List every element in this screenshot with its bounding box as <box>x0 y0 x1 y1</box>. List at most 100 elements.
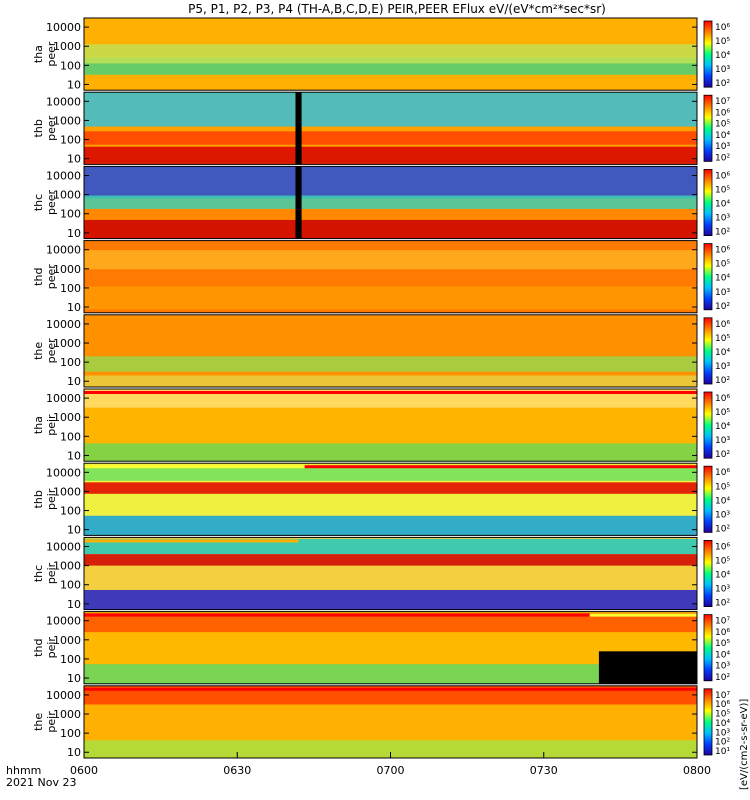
data-gap-block <box>598 651 697 684</box>
colorbar-tick-label: 10² <box>715 673 730 683</box>
panel-probe-label: thb <box>32 119 45 137</box>
panel-quantity-label: peir <box>45 562 58 584</box>
y-tick-label: 100 <box>60 727 81 740</box>
energy-band <box>84 465 697 481</box>
energy-band <box>84 219 697 239</box>
colorbar <box>703 540 713 608</box>
y-tick-label: 10000 <box>46 392 81 405</box>
panel-probe-label: thc <box>32 194 45 211</box>
panel-frame <box>83 91 698 165</box>
colorbar-tick-label: 10³ <box>715 662 730 672</box>
colorbar-tick-label: 10⁶ <box>715 171 730 181</box>
colorbar-tick-label: 10⁵ <box>715 639 730 649</box>
energy-band <box>84 195 697 209</box>
colorbar-tick-label: 10⁵ <box>715 482 730 492</box>
colorbar-tick-label: 10² <box>715 599 730 609</box>
colorbar-tick-label: 10⁵ <box>715 260 730 270</box>
y-tick-label: 1000 <box>53 634 81 647</box>
y-tick-label: 1000 <box>53 337 81 350</box>
quality-flag-bar <box>84 687 697 691</box>
y-tick-label: 100 <box>60 653 81 666</box>
colorbar-tick-label: 10² <box>715 228 730 238</box>
y-tick-label: 1000 <box>53 263 81 276</box>
energy-band <box>84 664 697 684</box>
colorbar-tick-label: 10² <box>715 738 730 748</box>
energy-band <box>84 166 697 199</box>
colorbar-tick-label: 10⁴ <box>715 422 730 432</box>
colorbar-tick-label: 10⁷ <box>715 691 730 701</box>
colorbar-tick-label: 10³ <box>715 728 730 738</box>
panel-quantity-label: peer <box>45 190 58 216</box>
quality-flag-bar <box>304 465 697 469</box>
y-tick-label: 100 <box>60 579 81 592</box>
panel-frame <box>83 314 698 388</box>
y-tick-label: 1000 <box>53 560 81 573</box>
panel-probe-label: thd <box>32 268 45 286</box>
energy-band <box>84 589 697 610</box>
chart-title: P5, P1, P2, P3, P4 (TH-A,B,C,D,E) PEIR,P… <box>188 2 606 16</box>
colorbar <box>703 688 713 756</box>
colorbar-tick-label: 10⁴ <box>715 571 730 581</box>
colorbar-tick-label: 10⁶ <box>715 700 730 710</box>
y-tick-label: 10 <box>67 153 81 166</box>
colorbar <box>703 391 713 459</box>
colorbar-tick-label: 10⁶ <box>715 108 730 118</box>
colorbar-tick-label: 10³ <box>715 142 730 152</box>
colorbar-tick-label: 10² <box>715 153 730 163</box>
colorbar <box>703 243 713 311</box>
y-tick-label: 10000 <box>46 615 81 628</box>
panel-quantity-label: peir <box>45 488 58 510</box>
colorbar <box>703 317 713 385</box>
colorbar-tick-label: 10³ <box>715 214 730 224</box>
y-tick-label: 10 <box>67 375 81 388</box>
colorbar-units-label: [eV/(cm2-s-sr-eV)] <box>739 699 750 790</box>
panel-background <box>84 314 697 387</box>
colorbar-tick-label: 10⁴ <box>715 719 730 729</box>
colorbar <box>703 465 713 533</box>
panel-probe-label: the <box>32 713 45 731</box>
energy-band <box>84 356 697 372</box>
colorbar-tick-label: 10⁶ <box>715 23 730 33</box>
x-tick-label: 0700 <box>377 764 405 777</box>
quality-flag-bar <box>84 465 305 469</box>
data-gap-block <box>295 92 302 165</box>
y-tick-label: 1000 <box>53 189 81 202</box>
panel-probe-label: thd <box>32 639 45 657</box>
y-tick-label: 100 <box>60 505 81 518</box>
colorbar-tick-label: 10² <box>715 79 730 89</box>
colorbar-tick-label: 10² <box>715 524 730 534</box>
energy-band <box>84 515 697 536</box>
colorbar-tick-label: 10³ <box>715 585 730 595</box>
colorbar-tick-label: 10⁶ <box>715 246 730 256</box>
y-tick-label: 10 <box>67 301 81 314</box>
energy-band <box>84 613 697 633</box>
colorbar-tick-label: 10¹ <box>715 747 730 757</box>
y-tick-label: 1000 <box>53 40 81 53</box>
colorbar-tick-label: 10⁴ <box>715 348 730 358</box>
colorbar-tick-label: 10⁴ <box>715 51 730 61</box>
panel-probe-label: thc <box>32 565 45 582</box>
y-tick-label: 10 <box>67 78 81 91</box>
quality-flag-bar <box>84 391 697 394</box>
energy-band <box>84 44 697 64</box>
colorbar-tick-label: 10² <box>715 376 730 386</box>
x-label-hhmm: hhmm <box>6 764 41 777</box>
colorbar-tick-label: 10⁵ <box>715 556 730 566</box>
panel-frame <box>83 165 698 240</box>
y-tick-label: 10 <box>67 227 81 240</box>
panel-quantity-label: peer <box>45 115 58 141</box>
panel-probe-label: thb <box>32 490 45 508</box>
y-tick-label: 10000 <box>46 541 81 554</box>
y-tick-label: 10000 <box>46 689 81 702</box>
colorbar-tick-label: 10⁴ <box>715 200 730 210</box>
quality-flag-bar <box>589 613 697 617</box>
colorbar-tick-label: 10⁷ <box>715 617 730 627</box>
x-tick-label: 0600 <box>70 764 98 777</box>
energy-band <box>84 443 697 462</box>
